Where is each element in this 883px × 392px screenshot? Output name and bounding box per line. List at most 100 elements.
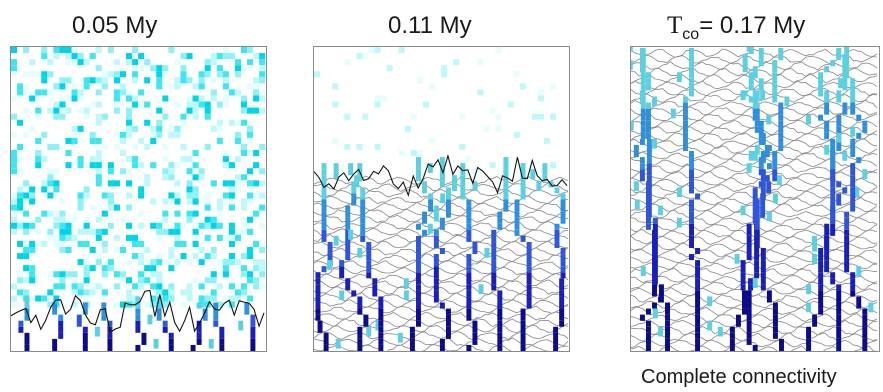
pixel (101, 240, 108, 247)
channel-segment (315, 284, 321, 297)
pixel (168, 283, 175, 290)
channel-segment (760, 199, 766, 206)
channel-segment (168, 338, 174, 345)
channel-segment (748, 278, 754, 285)
pixel (113, 180, 120, 187)
pixel (53, 101, 60, 108)
pixel (35, 295, 42, 302)
channel-segment (758, 60, 764, 67)
pixel (29, 295, 36, 302)
channel-segment (836, 96, 842, 103)
pixel (101, 192, 108, 199)
channel-segment (639, 314, 645, 321)
isoline (631, 87, 878, 97)
pixel (125, 234, 133, 241)
channel-segment (503, 169, 509, 182)
pixel (132, 156, 139, 163)
channel-branch (836, 132, 842, 143)
isoline (314, 292, 569, 302)
channel-segment (416, 302, 421, 309)
channel-segment (772, 157, 778, 164)
channel-segment (101, 314, 107, 321)
channel-segment (327, 241, 333, 255)
channel-branch (862, 169, 868, 179)
pixel (228, 89, 235, 96)
pixel (168, 253, 175, 260)
channel-segment (778, 114, 784, 121)
channel-segment (357, 296, 363, 309)
pixel (53, 53, 60, 60)
pixel (507, 101, 514, 108)
pixel (150, 137, 157, 144)
pixel (125, 131, 133, 138)
pixel (17, 89, 24, 96)
pixel (125, 59, 133, 66)
channel-segment (460, 163, 466, 170)
pixel (95, 234, 102, 241)
channel-segment (640, 47, 646, 61)
channel-segment (689, 66, 694, 79)
channel-segment (514, 217, 520, 230)
channel-segment (360, 223, 366, 236)
pixel (168, 289, 175, 296)
channel-segment (850, 272, 856, 279)
channel-segment (560, 266, 566, 273)
channel-segment (760, 132, 766, 145)
isoline (314, 259, 569, 270)
pixel (77, 95, 84, 102)
pixel (204, 253, 211, 260)
pixel (240, 204, 248, 211)
pixel (11, 113, 18, 120)
channel-segment (520, 308, 526, 321)
pixel (144, 174, 151, 181)
pixel (17, 253, 24, 260)
channel-branch (850, 126, 856, 137)
pixel (138, 101, 145, 108)
complete-connectivity-caption: Complete connectivity (641, 366, 837, 388)
pixel (210, 289, 217, 296)
pixel (95, 180, 102, 187)
channel-segment (742, 66, 748, 73)
pixel (174, 240, 181, 247)
isoline (631, 241, 878, 252)
pixel (77, 259, 84, 266)
channel-segment (378, 344, 384, 351)
channel-segment (652, 266, 658, 273)
channel-branch (652, 138, 657, 149)
channel-segment (818, 90, 824, 97)
pixel (59, 83, 66, 90)
channel-segment (758, 157, 764, 170)
channel-segment (416, 157, 421, 170)
pixel (65, 150, 72, 157)
pixel (113, 77, 120, 84)
channel-branch (327, 260, 333, 270)
channel-segment (740, 284, 746, 291)
channel-segment (862, 308, 868, 315)
pixel (240, 65, 248, 72)
channel-segment (646, 151, 652, 158)
pixel (71, 216, 78, 223)
pixel (144, 180, 151, 187)
channel-segment (778, 132, 784, 145)
channel-segment (526, 254, 532, 267)
channel-segment (646, 157, 652, 164)
pixel (410, 150, 417, 157)
channel-segment (830, 157, 836, 170)
pixel (59, 283, 66, 290)
pixel (374, 47, 381, 54)
pixel (253, 283, 260, 290)
channel-segment (553, 332, 559, 345)
channel-segment (856, 114, 862, 121)
pixel (95, 101, 102, 108)
channel-segment (416, 235, 421, 248)
pixel (113, 283, 120, 290)
pixel (119, 150, 126, 157)
channel-segment (652, 217, 658, 224)
pixel (41, 53, 48, 60)
pixel (168, 301, 175, 308)
channel-branch (740, 205, 746, 216)
channel-segment (850, 199, 856, 212)
channel-segment (520, 332, 526, 345)
channel-segment (748, 84, 754, 91)
pixel (156, 234, 163, 241)
